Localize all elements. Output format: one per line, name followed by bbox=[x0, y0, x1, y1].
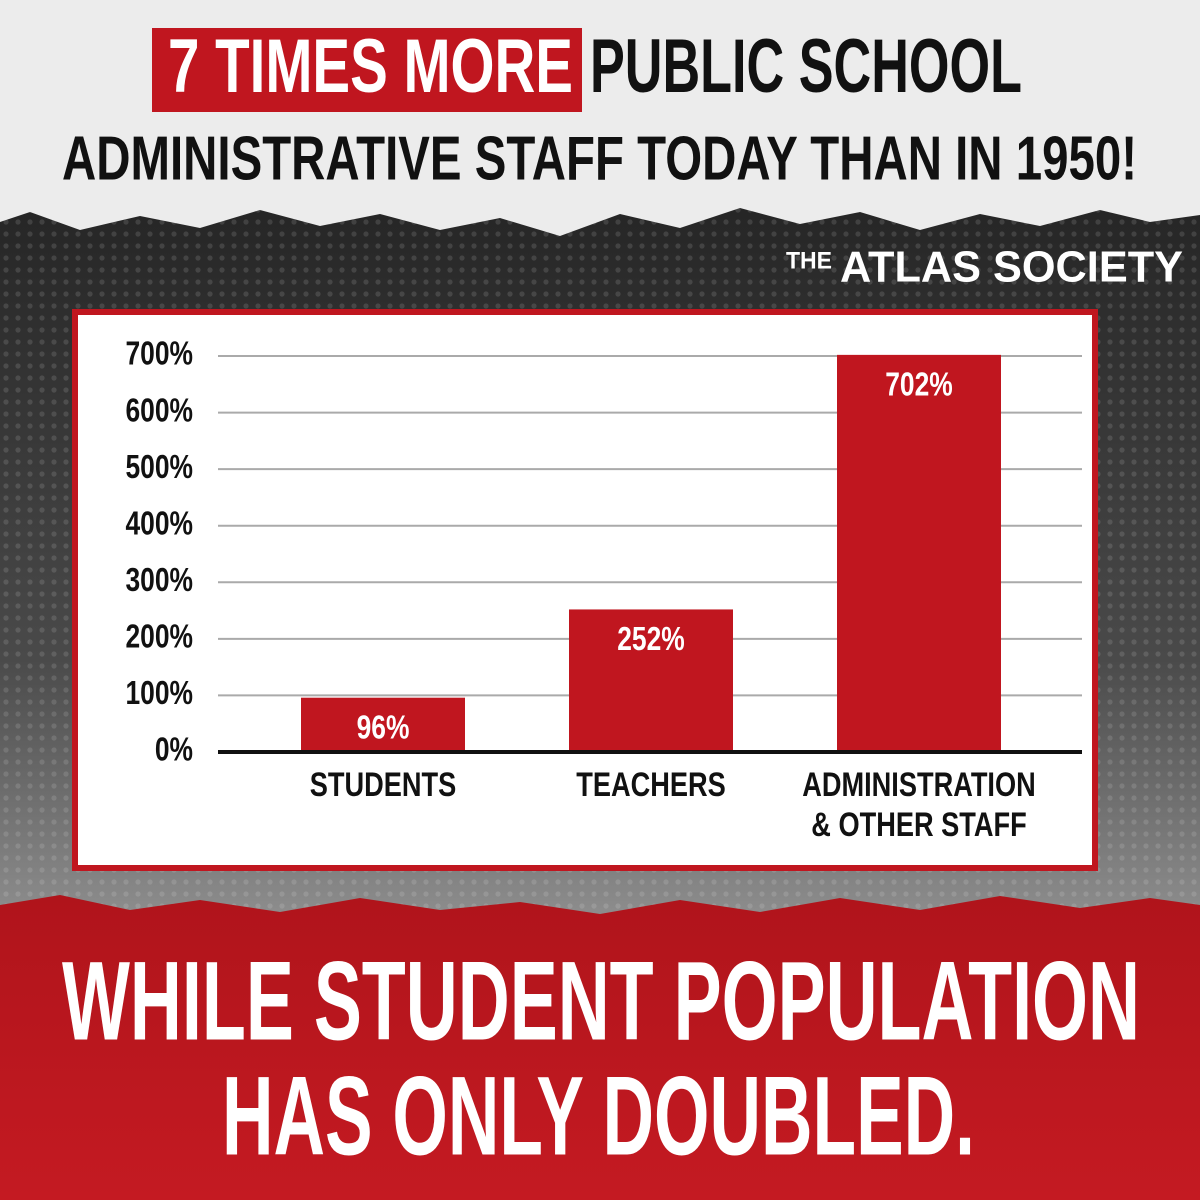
footer-line-1: WHILE STUDENT POPULATION bbox=[62, 939, 1140, 1064]
title-highlight-box bbox=[152, 28, 582, 112]
x-tick-label: STUDENTS bbox=[310, 765, 456, 804]
title: PUBLIC SCHOOL bbox=[590, 24, 1022, 109]
y-tick-label: 200% bbox=[125, 619, 193, 655]
title-line-2: ADMINISTRATIVE STAFF TODAY THAN IN 1950! bbox=[62, 124, 1137, 193]
y-tick-label: 700% bbox=[125, 336, 193, 372]
x-tick-label: ADMINISTRATION & OTHER STAFF bbox=[802, 765, 1036, 844]
value-label: 702% bbox=[885, 367, 953, 403]
y-tick-label: 400% bbox=[125, 506, 193, 542]
footer-band bbox=[0, 895, 1200, 1200]
y-tick-label: 500% bbox=[125, 449, 193, 485]
value-label: 96% bbox=[357, 710, 410, 746]
y-tick-label: 600% bbox=[125, 393, 193, 429]
y-tick-label: 300% bbox=[125, 562, 193, 598]
title-highlight: 7 TIMES MORE bbox=[168, 24, 573, 109]
brand-name: ATLAS SOCIETY bbox=[840, 243, 1183, 292]
y-tick-label: 100% bbox=[125, 675, 193, 711]
bar bbox=[301, 697, 465, 752]
footer-line-2: HAS ONLY DOUBLED. bbox=[222, 1054, 975, 1179]
x-tick-label: TEACHERS bbox=[576, 765, 726, 804]
bar bbox=[569, 609, 733, 752]
value-label: 252% bbox=[617, 621, 685, 657]
brand-small: THE bbox=[786, 247, 832, 274]
bar bbox=[837, 354, 1001, 752]
y-tick-label: 0% bbox=[155, 732, 193, 768]
